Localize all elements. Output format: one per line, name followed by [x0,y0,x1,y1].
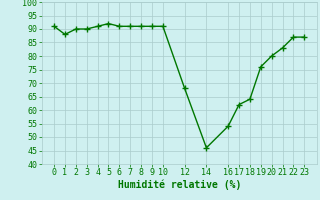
X-axis label: Humidité relative (%): Humidité relative (%) [117,180,241,190]
